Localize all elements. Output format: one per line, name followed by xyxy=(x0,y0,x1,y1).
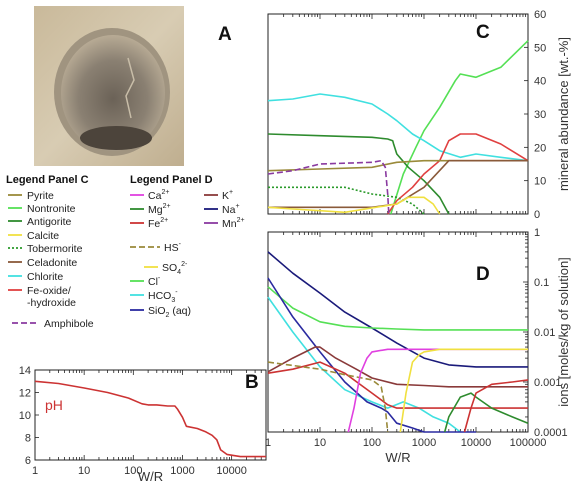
legend-label-k: K+ xyxy=(222,189,233,202)
legend-d-title: Legend Panel D xyxy=(130,174,213,186)
x-axis-label-b: W/R xyxy=(138,469,163,484)
x-tick-label-b: 10000 xyxy=(216,465,247,477)
legend-label-cl: Cl- xyxy=(148,275,161,288)
x-tick-label-d: 100000 xyxy=(510,437,547,449)
legend-label-hs: HS- xyxy=(164,241,182,254)
legend-panel-d: Legend Panel D Ca2+Mg2+Fe2+ HS- SO42-Cl-HCO… xyxy=(130,174,245,319)
y-tick-label-b: 14 xyxy=(19,365,31,377)
x-tick-label-b: 1000 xyxy=(170,465,194,477)
series-line-c-antigorite xyxy=(267,133,450,215)
series-line-c-pyrite xyxy=(267,159,528,172)
legend-panel-c: Legend Panel C PyriteNontroniteAntigorite… xyxy=(6,174,94,330)
plot-frame-d xyxy=(267,231,529,433)
series-line-d-fe2 xyxy=(267,361,528,409)
y-tick-label-c: 60 xyxy=(534,9,546,21)
x-tick-label-d: 1 xyxy=(265,437,271,449)
panel-letter-d: D xyxy=(476,264,490,285)
y-tick-label-b: 10 xyxy=(19,410,31,422)
panel-a: A xyxy=(34,6,232,166)
x-tick-label-b: 100 xyxy=(124,465,142,477)
y-tick-label-c: 30 xyxy=(534,109,546,121)
legend-label-tobermorite: Tobermorite xyxy=(27,243,83,255)
panel-letter-c: C xyxy=(476,22,490,43)
plot-frame-b xyxy=(34,369,267,461)
drill-hole-bottom xyxy=(80,126,152,150)
y-tick-label-c: 20 xyxy=(534,142,546,154)
x-tick-label-d: 100 xyxy=(363,437,381,449)
y-tick-label-d: 0.1 xyxy=(534,277,549,289)
series-line-d-hco3 xyxy=(267,296,461,433)
panel-letter-b: B xyxy=(245,372,259,393)
x-tick-label-d: 10000 xyxy=(461,437,492,449)
legend-label-so2: SO42- xyxy=(162,261,188,276)
series-line-d-na xyxy=(267,251,528,368)
x-tick-label-d: 10 xyxy=(314,437,326,449)
series-line-d-k xyxy=(267,346,528,388)
legend-label-fe-oxide: Fe-oxide/ xyxy=(27,285,71,297)
legend-label-mg2: Mg2+ xyxy=(148,203,171,216)
y-axis-label-d: ions [moles/kg of solution] xyxy=(556,257,571,407)
y-axis-label-c: mineral abundance [wt.-%] xyxy=(556,37,571,191)
series-line-d-mg2 xyxy=(443,392,529,433)
series-line-d-sio2-aq xyxy=(267,277,476,433)
legend-label-sio-aq: SiO2 (aq) xyxy=(148,305,191,319)
ph-annotation: pH xyxy=(45,397,63,413)
legend-label-hydroxide: -hydroxide xyxy=(27,297,76,309)
legend-label-nontronite: Nontronite xyxy=(27,203,76,215)
x-tick-label-d: 1000 xyxy=(412,437,436,449)
y-tick-label-b: 12 xyxy=(19,388,31,400)
y-tick-label-d: 0.0001 xyxy=(534,427,568,439)
legend-label-calcite: Calcite xyxy=(27,230,59,242)
y-tick-label-c: 50 xyxy=(534,42,546,54)
legend-label-mn2: Mn2+ xyxy=(222,217,245,230)
series-line-c-celadonite xyxy=(268,159,528,209)
legend-label-na: Na+ xyxy=(222,203,240,216)
legend-label-chlorite: Chlorite xyxy=(27,271,63,283)
y-tick-label-c: 10 xyxy=(534,176,546,188)
x-tick-label-b: 10 xyxy=(78,465,90,477)
series-line-c-fe-oxide-hydroxide xyxy=(387,133,529,215)
plot-frame-c xyxy=(267,13,529,215)
series-line-c-calcite xyxy=(267,196,441,215)
series-line-c-amphibole xyxy=(267,159,390,215)
legend-label-amphibole: Amphibole xyxy=(44,318,94,330)
legend-label-celadonite: Celadonite xyxy=(27,257,77,269)
x-axis-label-d: W/R xyxy=(385,450,410,465)
legend-label-ca2: Ca2+ xyxy=(148,189,169,202)
y-tick-label-b: 6 xyxy=(25,455,31,467)
y-tick-label-d: 0.01 xyxy=(534,327,555,339)
series-line-d-hs xyxy=(267,361,389,433)
legend-label-pyrite: Pyrite xyxy=(27,190,54,202)
series-line-d-cl xyxy=(267,286,528,331)
series-line-b-line xyxy=(34,380,266,458)
legend-label-hco: HCO3- xyxy=(148,289,178,304)
legend-c-title: Legend Panel C xyxy=(6,174,89,186)
rock-crack xyxy=(125,57,135,119)
y-tick-label-c: 40 xyxy=(534,76,546,88)
legend-label-antigorite: Antigorite xyxy=(27,216,72,228)
panel-letter-a: A xyxy=(218,24,232,45)
x-tick-label-b: 1 xyxy=(32,465,38,477)
y-tick-label-d: 1 xyxy=(534,227,540,239)
y-tick-label-d: 0.001 xyxy=(534,377,562,389)
series-line-d-fe2-late xyxy=(463,379,529,433)
legend-label-fe2: Fe2+ xyxy=(148,217,168,230)
series-line-d-so4-2 xyxy=(399,348,528,433)
series-line-c-nontronite xyxy=(390,40,529,215)
drill-hole xyxy=(61,35,165,151)
plot-panel-c: 0 10 20 30 40 50 60 mineral abundance [wt.-%] xyxy=(267,9,571,221)
y-tick-label-b: 8 xyxy=(25,433,31,445)
y-tick-label-c: 0 xyxy=(534,209,540,221)
series-line-c-tobermorite xyxy=(268,186,425,215)
series-line-c-chlorite xyxy=(267,93,529,162)
plot-panel-b: 1 10 100 1000 10000 6 8 10 12 14 pH W/R xyxy=(19,365,267,484)
